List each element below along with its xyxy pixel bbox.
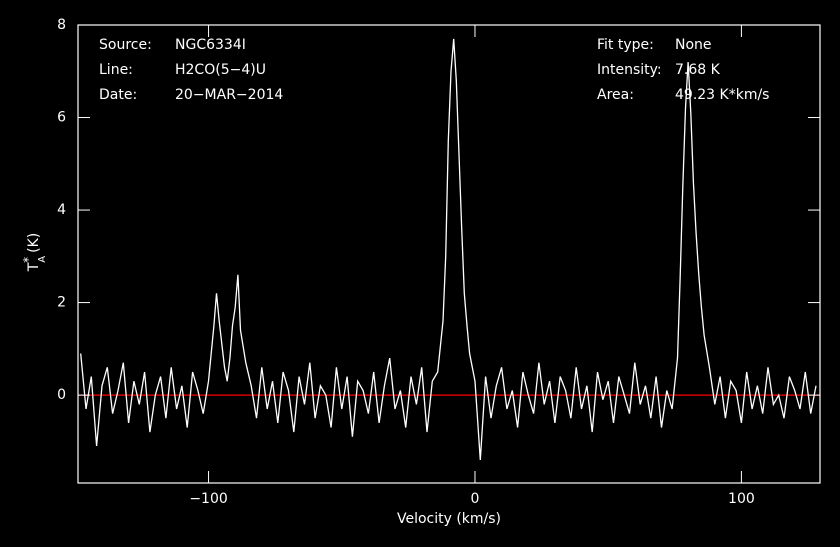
annotation-label: Date: [99, 87, 137, 103]
annotation-value: None [675, 37, 712, 53]
annotation-label: Line: [99, 62, 133, 78]
y-axis-label: TA* (K) [21, 233, 49, 273]
x-tick-label: −100 [189, 491, 227, 507]
x-tick-label: 0 [471, 491, 480, 507]
annotation-value: 7.68 K [675, 62, 721, 78]
annotation-label: Intensity: [597, 62, 662, 78]
x-tick-label: 100 [728, 491, 755, 507]
x-axis-label: Velocity (km/s) [397, 511, 501, 527]
annotation-value: 49.23 K*km/s [675, 87, 769, 103]
y-tick-label: 0 [57, 387, 66, 403]
y-label-symbol: T [26, 262, 42, 272]
y-tick-label: 2 [57, 295, 66, 311]
plot-frame [77, 24, 821, 484]
y-tick-label: 6 [57, 110, 66, 126]
annotation-label: Area: [597, 87, 634, 103]
annotation-label: Fit type: [597, 37, 654, 53]
annotation-value: NGC6334I [175, 37, 246, 53]
annotation-value: H2CO(5−4)U [175, 62, 266, 78]
y-tick-label: 4 [57, 202, 66, 218]
y-label-unit: (K) [26, 233, 42, 253]
y-label-subscript: A [37, 256, 48, 263]
spectrum-line [80, 38, 817, 460]
y-tick-label: 8 [57, 17, 66, 33]
annotation-label: Source: [99, 37, 152, 53]
y-label-superscript: * [21, 257, 35, 263]
annotation-value: 20−MAR−2014 [175, 87, 283, 103]
